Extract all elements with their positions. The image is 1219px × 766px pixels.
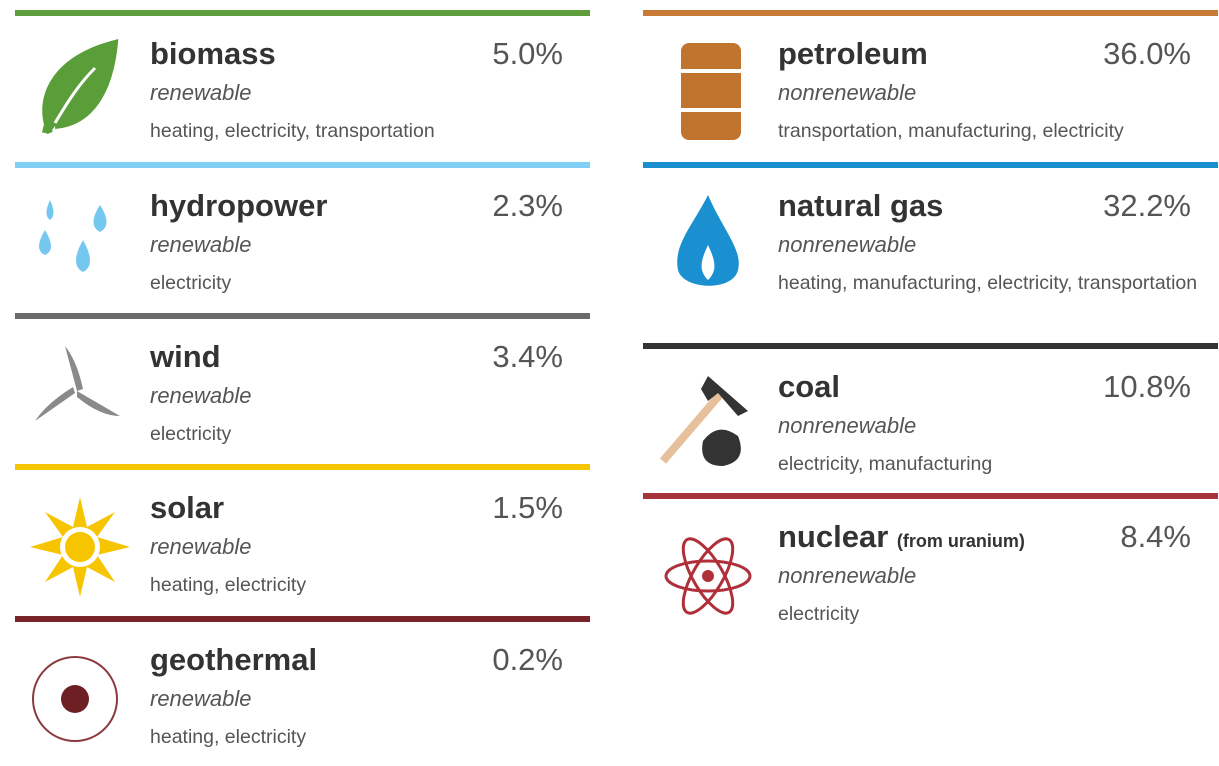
color-rule: [643, 162, 1218, 168]
type: nonrenewable: [778, 563, 917, 588]
uses: transportation, manufacturing, electrici…: [778, 120, 1124, 142]
energy-item: nuclear (from uranium) 8.4% nonrenewable el…: [643, 493, 1218, 643]
color-rule: [15, 464, 590, 470]
name-text: coal: [778, 369, 841, 404]
name-text: hydropower: [150, 188, 328, 223]
energy-item: hydropower 2.3% renewable electricity: [15, 162, 590, 312]
uses: electricity: [150, 423, 232, 445]
page: biomass 5.0% renewable heating, electricity…: [15, 10, 1218, 748]
name: biomass: [150, 36, 276, 72]
share: 0.2%: [492, 642, 563, 677]
color-rule: [15, 162, 590, 168]
color-rule: [15, 616, 590, 622]
color-rule: [15, 10, 590, 16]
name-text: petroleum: [778, 36, 928, 71]
color-rule: [643, 343, 1218, 349]
uses: heating, electricity: [150, 574, 307, 596]
uses: heating, electricity, transportation: [150, 120, 435, 142]
type: nonrenewable: [778, 413, 917, 438]
name-text: solar: [150, 490, 225, 525]
icon: [39, 200, 107, 272]
name-text: geothermal: [150, 642, 318, 677]
icon: [30, 497, 130, 597]
name-text: biomass: [150, 36, 276, 71]
color-rule: [15, 313, 590, 319]
energy-item: natural gas 32.2% nonrenewable heating, man…: [643, 162, 1218, 312]
type: nonrenewable: [778, 80, 917, 105]
share: 10.8%: [1103, 369, 1191, 404]
energy-item: geothermal 0.2% renewable heating, electric…: [15, 616, 590, 766]
uses: electricity: [778, 603, 860, 625]
share: 8.4%: [1120, 519, 1191, 554]
name: hydropower: [150, 188, 327, 224]
note: (from uranium): [896, 531, 1025, 551]
icon: [659, 376, 748, 466]
share: 1.5%: [492, 490, 563, 525]
name-text: natural gas: [778, 188, 944, 223]
share: 36.0%: [1103, 36, 1191, 71]
energy-item: wind 3.4% renewable electricity: [15, 313, 590, 463]
share: 32.2%: [1103, 188, 1191, 223]
icon: [677, 195, 739, 286]
share: 2.3%: [492, 188, 563, 223]
type: renewable: [150, 232, 252, 257]
name: wind: [150, 339, 221, 375]
name: solar: [150, 490, 224, 526]
uses: electricity, manufacturing: [778, 453, 993, 475]
color-rule: [643, 493, 1218, 499]
type: nonrenewable: [778, 232, 917, 257]
energy-item: coal 10.8% nonrenewable electricity, manufa…: [643, 343, 1218, 493]
name: nuclear (from uranium): [778, 519, 1025, 555]
energy-item: solar 1.5% renewable heating, electricity: [15, 464, 590, 614]
share: 3.4%: [492, 339, 563, 374]
icon: [42, 39, 119, 135]
icon: [664, 537, 752, 615]
name-text: nuclear: [778, 519, 889, 554]
name: natural gas: [778, 188, 943, 224]
name: petroleum: [778, 36, 928, 72]
type: renewable: [150, 686, 252, 711]
name: coal: [778, 369, 840, 405]
energy-item: petroleum 36.0% nonrenewable transportation…: [643, 10, 1218, 160]
uses: heating, electricity: [150, 726, 307, 748]
type: renewable: [150, 534, 252, 559]
name: geothermal: [150, 642, 317, 678]
color-rule: [643, 10, 1218, 16]
energy-item: biomass 5.0% renewable heating, electricity…: [15, 10, 590, 160]
uses: electricity: [150, 272, 232, 294]
icon: [681, 43, 741, 140]
type: renewable: [150, 80, 252, 105]
name-text: wind: [150, 339, 221, 374]
type: renewable: [150, 383, 252, 408]
uses: heating, manufacturing, electricity, tra…: [778, 272, 1198, 294]
icon: [32, 656, 118, 742]
share: 5.0%: [492, 36, 563, 71]
icon: [35, 346, 120, 421]
